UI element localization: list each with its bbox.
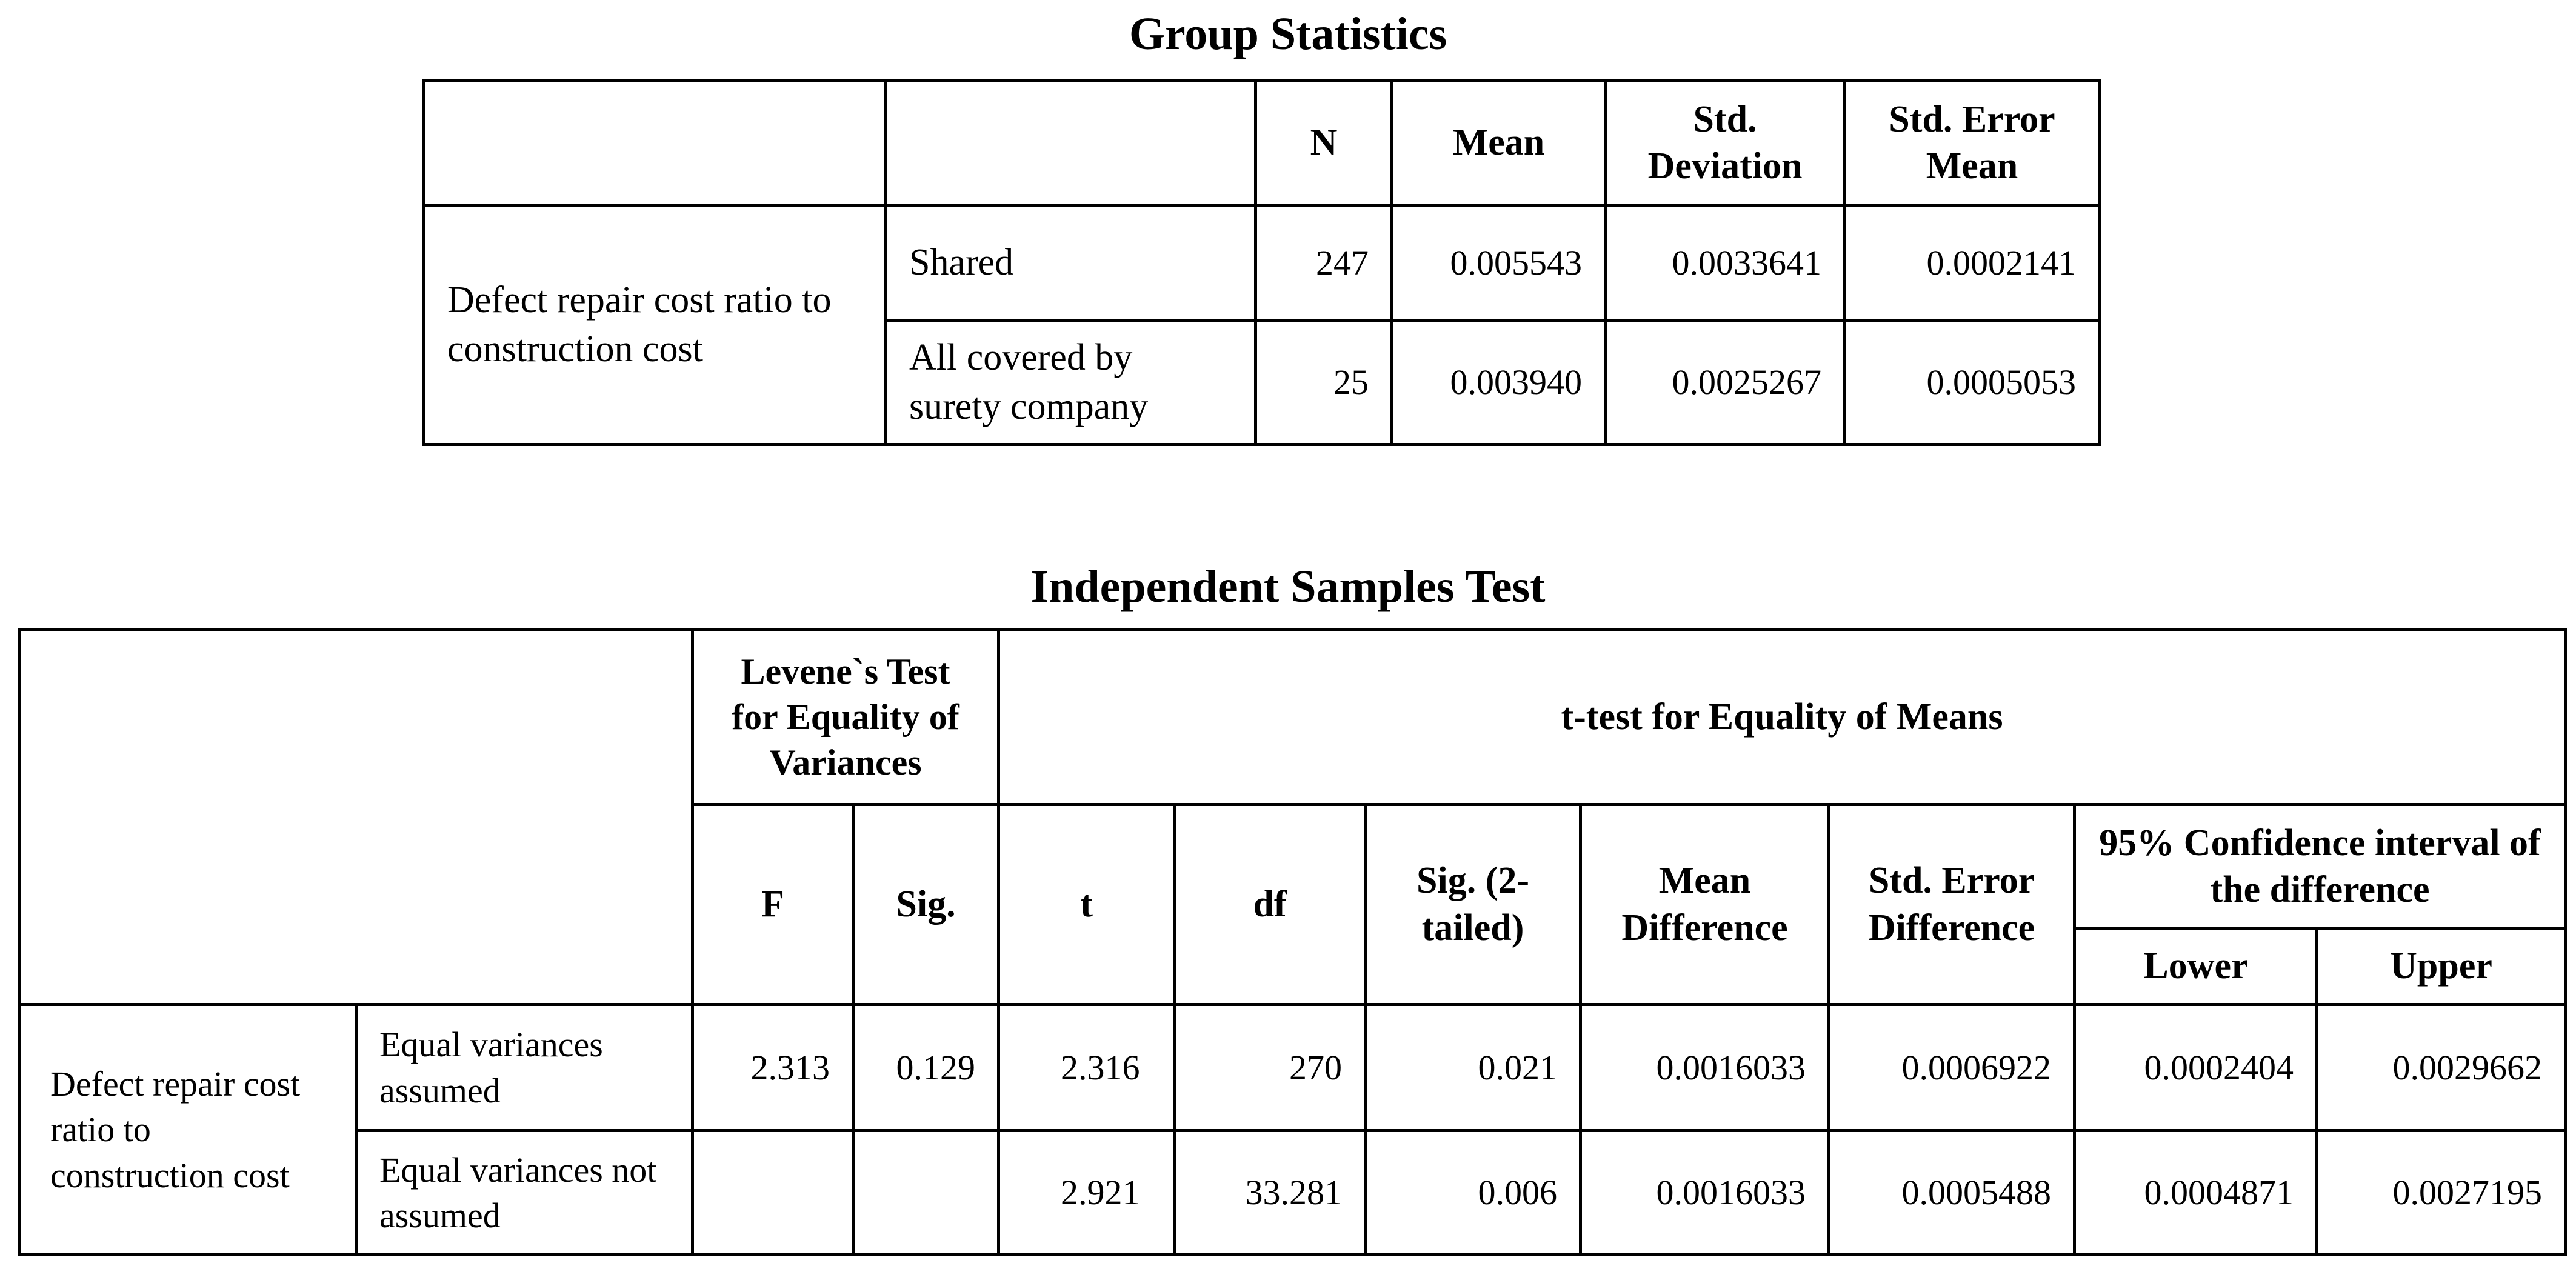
n-value: 25	[1254, 319, 1393, 446]
header-confidence-interval: 95% Confidence interval of the differenc…	[2073, 803, 2568, 930]
std-error-mean-value: 0.0002141	[1843, 204, 2101, 322]
table-header-row: Lower Upper	[20, 927, 2568, 1006]
header-upper: Upper	[2315, 927, 2568, 1006]
independent-samples-test-table: Levene`s Test for Equality of Variances …	[18, 628, 2568, 1256]
sig-value: 0.129	[851, 1003, 1001, 1132]
table-row: Equal variances not assumed 2.921 33.281…	[20, 1129, 2568, 1256]
lower-value: 0.0002404	[2073, 1003, 2319, 1132]
table-row: All covered by surety company 25 0.00394…	[424, 319, 2101, 446]
header-t: t	[997, 803, 1176, 1006]
std-deviation-value: 0.0033641	[1604, 204, 1846, 322]
df-value: 270	[1173, 1003, 1367, 1132]
variance-assumption-label: Equal variances not assumed	[355, 1129, 694, 1256]
std-error-mean-value: 0.0005053	[1843, 319, 2101, 446]
header-cell	[884, 79, 1257, 207]
group-statistics-title: Group Statistics	[1129, 8, 1447, 59]
group-name: All covered by surety company	[884, 319, 1257, 446]
independent-samples-test-title: Independent Samples Test	[1030, 561, 1546, 612]
upper-value: 0.0029662	[2315, 1003, 2568, 1132]
header-df: df	[1173, 803, 1367, 1006]
upper-value: 0.0027195	[2315, 1129, 2568, 1256]
levene-header: Levene`s Test for Equality of Variances	[690, 628, 1001, 806]
header-sig-2-tailed: Sig. (2-tailed)	[1364, 803, 1583, 1006]
header-std-error-difference: Std. Error Difference	[1827, 803, 2077, 1006]
header-mean-difference: Mean Difference	[1579, 803, 1831, 1006]
header-std-error-mean: Std. Error Mean	[1843, 79, 2101, 207]
sig-2-tailed-value: 0.021	[1364, 1003, 1583, 1132]
header-empty-cell	[18, 628, 694, 1006]
mean-difference-value: 0.0016033	[1579, 1003, 1831, 1132]
group-name: Shared	[884, 204, 1257, 322]
mean-difference-value: 0.0016033	[1579, 1129, 1831, 1256]
header-f: F	[691, 803, 855, 1006]
f-value	[691, 1129, 855, 1256]
table-header-row: Levene`s Test for Equality of Variances …	[18, 628, 2568, 1006]
group-statistics-table: N Mean Std. Deviation Std. Error Mean De…	[422, 79, 2101, 446]
t-value: 2.921	[997, 1129, 1176, 1256]
header-cell	[422, 79, 887, 207]
table-row: Defect repair cost ratio to construction…	[18, 1003, 2568, 1256]
mean-value: 0.003940	[1390, 319, 1607, 446]
variance-assumption-label: Equal variances assumed	[355, 1003, 694, 1132]
mean-value: 0.005543	[1390, 204, 1607, 322]
table-row: Defect repair cost ratio to construction…	[422, 204, 2101, 446]
table-header-row: F Sig. t df Sig. (2-tailed) Mean Differe…	[20, 803, 2568, 1006]
header-sig: Sig.	[851, 803, 1001, 1006]
f-value: 2.313	[691, 1003, 855, 1132]
table-header-row: N Mean Std. Deviation Std. Error Mean	[422, 79, 2101, 207]
std-error-difference-value: 0.0005488	[1827, 1129, 2077, 1256]
sig-value	[851, 1129, 1001, 1256]
header-std-deviation: Std. Deviation	[1604, 79, 1846, 207]
header-mean: Mean	[1390, 79, 1607, 207]
sig-2-tailed-value: 0.006	[1364, 1129, 1583, 1256]
std-error-difference-value: 0.0006922	[1827, 1003, 2077, 1132]
header-n: N	[1254, 79, 1393, 207]
header-lower: Lower	[2073, 927, 2319, 1006]
std-deviation-value: 0.0025267	[1604, 319, 1846, 446]
row-label: Defect repair cost ratio to construction…	[422, 204, 887, 446]
ttest-header: t-test for Equality of Means	[997, 628, 2568, 806]
lower-value: 0.0004871	[2073, 1129, 2319, 1256]
t-value: 2.316	[997, 1003, 1176, 1132]
n-value: 247	[1254, 204, 1393, 322]
df-value: 33.281	[1173, 1129, 1367, 1256]
row-label: Defect repair cost ratio to construction…	[18, 1003, 358, 1256]
